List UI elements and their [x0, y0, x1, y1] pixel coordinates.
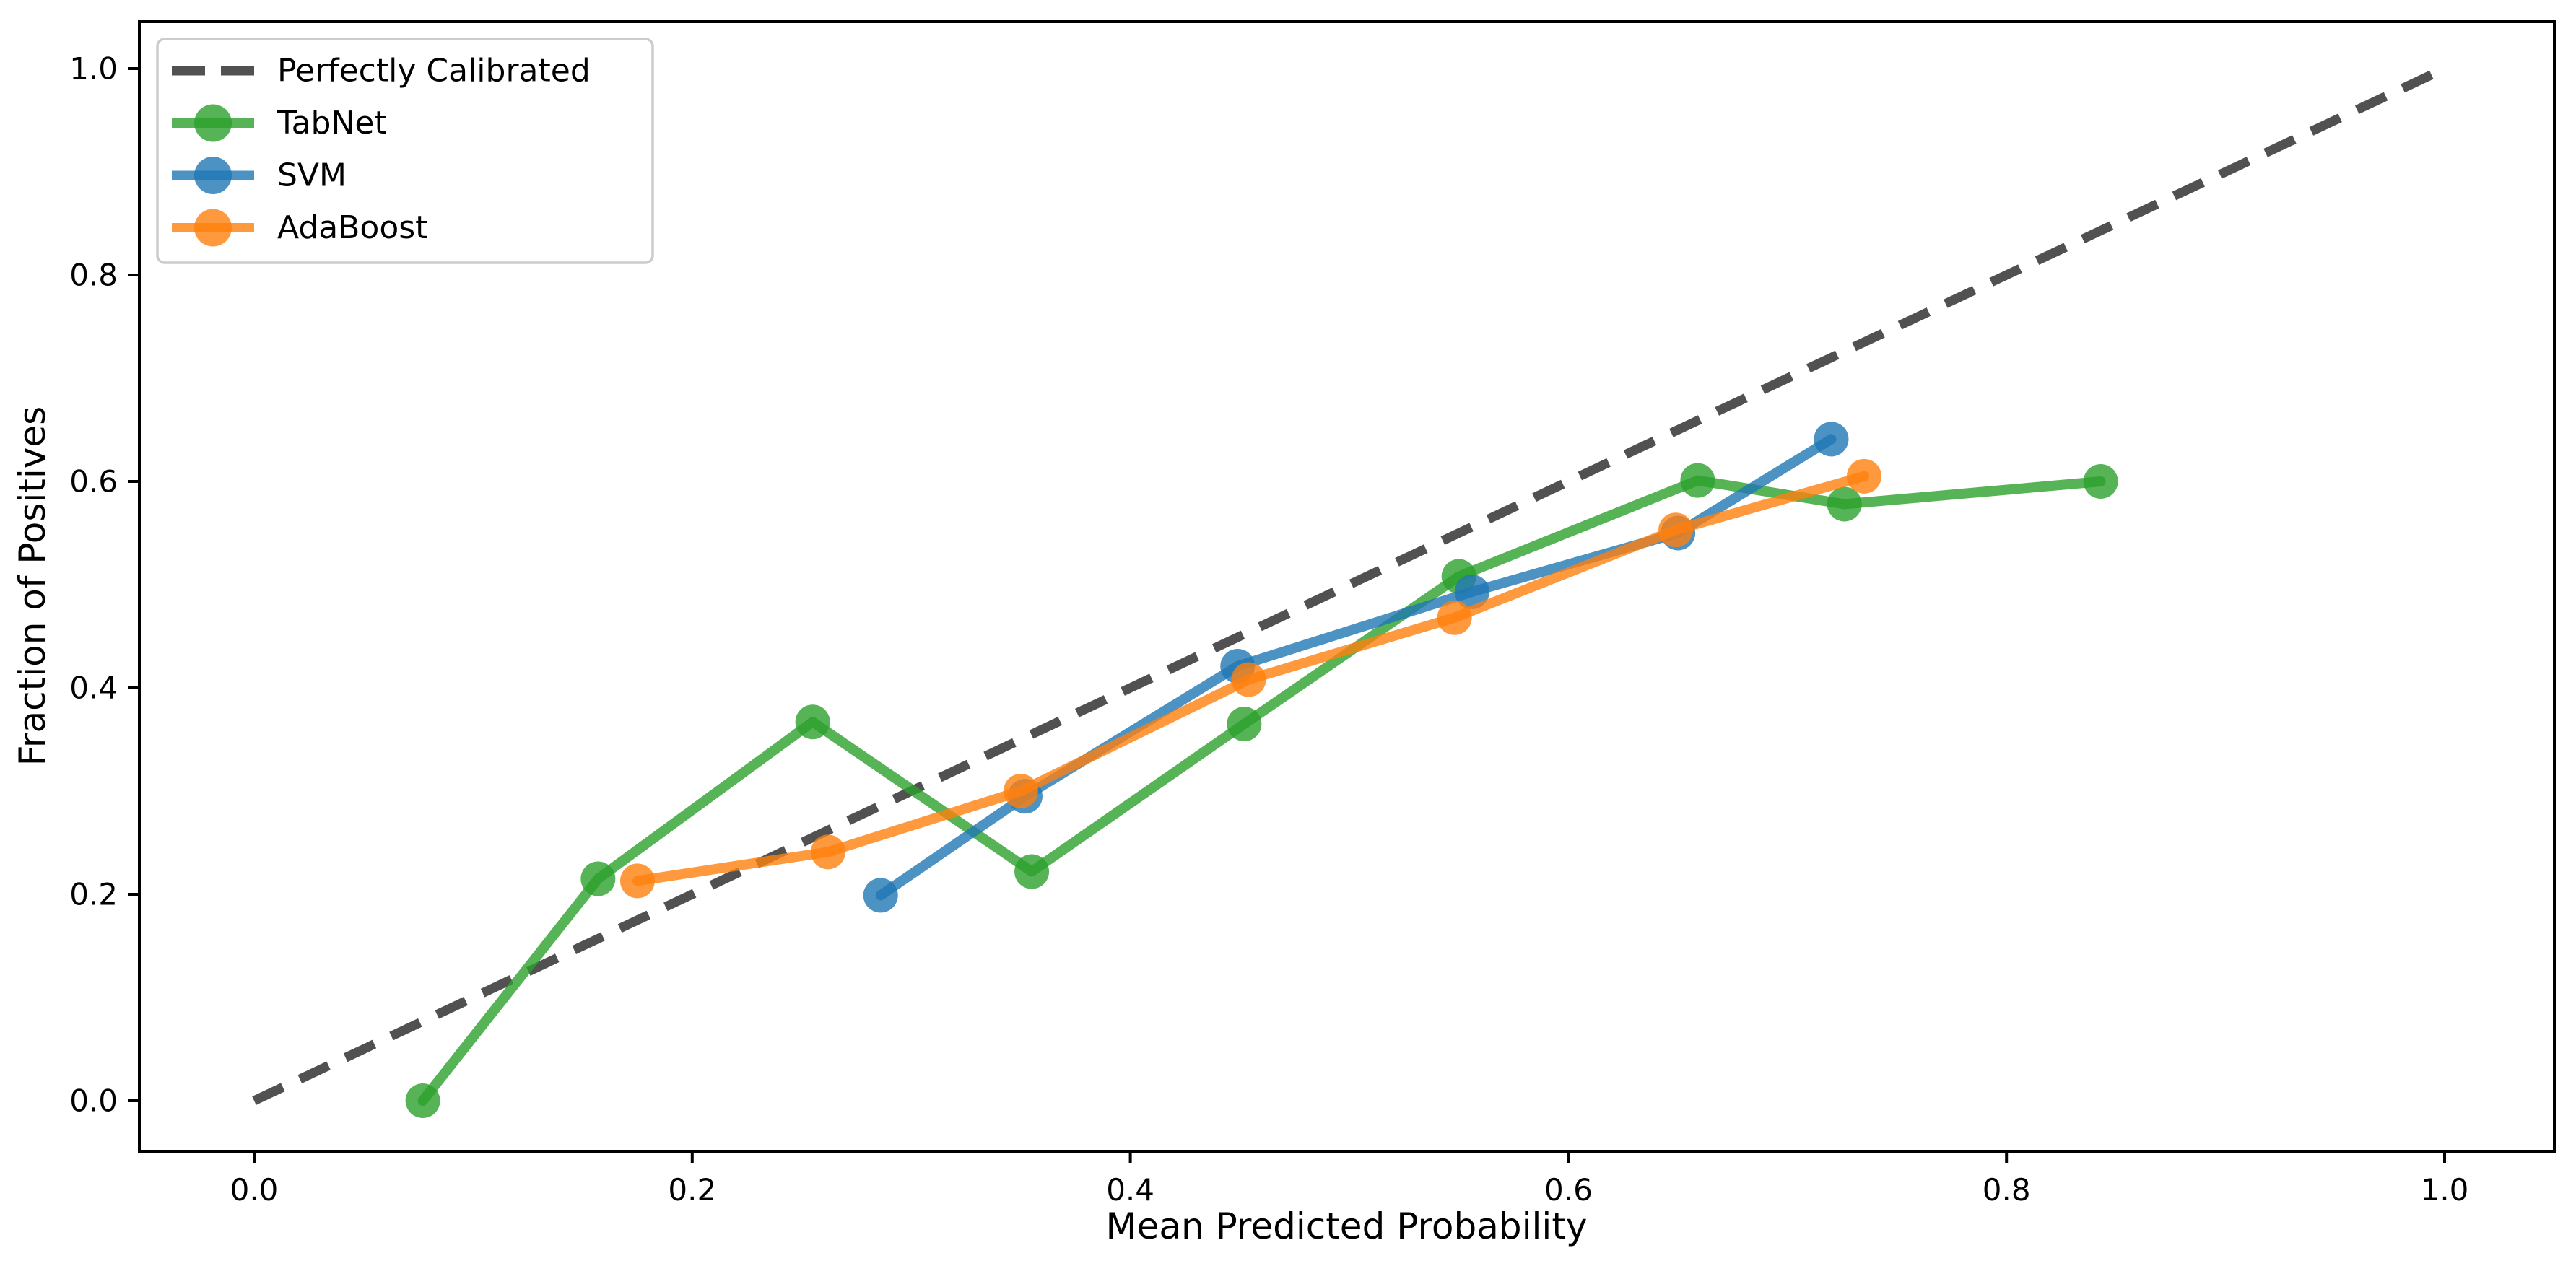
data-point-tabnet	[1680, 463, 1715, 498]
x-tick-label: 0.8	[1983, 1172, 2031, 1208]
data-point-adaboost	[1003, 774, 1038, 808]
x-tick-label: 0.4	[1106, 1172, 1154, 1208]
data-point-adaboost	[1437, 600, 1472, 635]
legend: Perfectly Calibrated TabNet SVM AdaBoost	[156, 38, 654, 264]
data-point-tabnet	[2083, 464, 2118, 499]
y-tick-label: 1.0	[69, 51, 118, 87]
legend-label-perfectly-calibrated: Perfectly Calibrated	[277, 53, 591, 90]
data-point-adaboost	[1658, 512, 1694, 548]
legend-box	[156, 38, 654, 264]
data-point-tabnet	[1827, 486, 1862, 522]
data-point-adaboost	[810, 834, 845, 870]
legend-sample-marker-adaboost	[194, 209, 232, 247]
data-point-adaboost	[1231, 662, 1266, 697]
legend-label-svm: SVM	[277, 157, 347, 194]
data-point-svm	[1814, 422, 1849, 457]
chart-content: 0.0 0.2 0.4 0.6 0.8 1.0 0.0 0.2 0.4 0.6 0.8 1.0 Perf…	[69, 38, 2469, 1208]
y-axis-label: Fraction of Positives	[12, 406, 53, 766]
data-point-tabnet	[795, 704, 830, 740]
data-point-tabnet	[405, 1083, 440, 1118]
x-tick-label: 0.0	[230, 1172, 279, 1208]
data-point-svm	[863, 878, 898, 913]
data-point-adaboost	[1846, 458, 1881, 494]
y-tick-label: 0.0	[69, 1083, 118, 1119]
plot-border	[138, 20, 2556, 1153]
legend-label-tabnet: TabNet	[277, 105, 387, 141]
y-tick-label: 0.4	[69, 671, 118, 706]
x-tick-label: 0.6	[1544, 1172, 1593, 1208]
data-point-tabnet	[1014, 854, 1050, 889]
y-tick-label: 0.6	[69, 464, 118, 499]
data-point-adaboost	[619, 863, 655, 899]
series-line-svm	[875, 434, 1837, 901]
data-point-tabnet	[1227, 707, 1262, 742]
x-tick-label: 1.0	[2421, 1172, 2469, 1208]
series-line-tabnet	[417, 475, 2106, 1106]
y-tick-label: 0.2	[69, 877, 118, 912]
legend-label-adaboost: AdaBoost	[277, 209, 427, 246]
x-tick-label: 0.2	[668, 1172, 716, 1208]
data-point-svm	[1454, 575, 1489, 610]
y-tick-label: 0.8	[69, 258, 118, 293]
x-axis-label: Mean Predicted Probability	[1105, 1205, 1587, 1247]
legend-sample-marker-svm	[194, 157, 232, 194]
data-point-tabnet	[580, 861, 616, 896]
legend-sample-marker-tabnet	[194, 104, 232, 142]
